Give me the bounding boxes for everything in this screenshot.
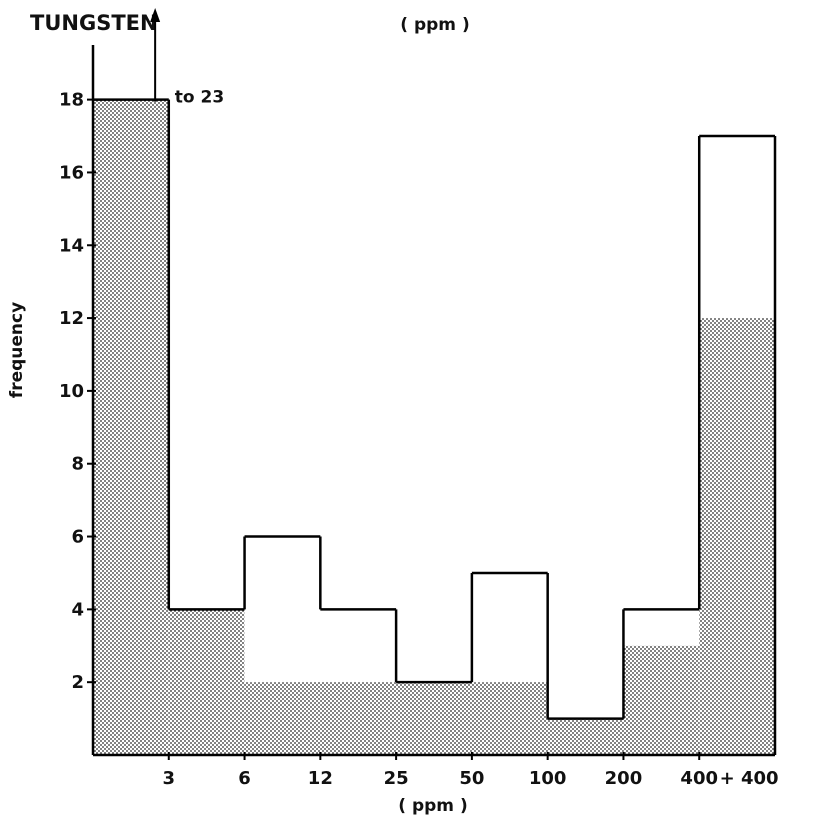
y-tick-label-2: 2: [71, 672, 84, 693]
bar-stippled-7: [623, 645, 700, 755]
x-axis-title: ( ppm ): [398, 796, 467, 816]
y-axis-ticks: 2 4 6 8 10 12 14 16 18: [59, 90, 96, 693]
x-tick-label-2: 12: [308, 768, 333, 789]
y-tick-label-10: 10: [59, 381, 84, 402]
y-tick-label-6: 6: [71, 527, 84, 548]
x-tick-label-6: 200: [605, 768, 643, 789]
x-tick-label-5: 100: [529, 768, 567, 789]
y-tick-label-18: 18: [59, 90, 84, 111]
x-tick-label-0: 3: [163, 768, 176, 789]
y-tick-label-14: 14: [59, 235, 84, 256]
bar-stippled-6: [547, 718, 624, 755]
x-axis-ticks: 3 6 12 25 50 100 200 400 + 400: [163, 752, 779, 789]
bar-stippled-1: [168, 609, 245, 755]
bar-stippled-3: [320, 682, 397, 755]
y-tick-label-8: 8: [71, 454, 84, 475]
annotations: to 23: [150, 8, 224, 108]
bar-stippled-2: [244, 682, 321, 755]
x-tick-label-3: 25: [384, 768, 409, 789]
annotation-arrowhead-0: [150, 8, 161, 22]
bar-stippled-8: [699, 318, 775, 755]
chart-title: TUNGSTEN: [30, 11, 158, 35]
x-tick-label-1: 6: [238, 768, 251, 789]
x-tick-label-8: + 400: [720, 768, 779, 789]
y-tick-label-12: 12: [59, 308, 84, 329]
stippled-bars: [93, 99, 775, 756]
bar-stippled-0: [93, 99, 169, 756]
x-tick-label-4: 50: [459, 768, 484, 789]
x-tick-label-7: 400: [680, 768, 718, 789]
y-tick-label-4: 4: [71, 599, 84, 620]
bar-stippled-5: [471, 682, 548, 755]
top-unit-label: ( ppm ): [400, 15, 469, 35]
open-bars: [93, 98, 777, 755]
bar-stippled-4: [396, 682, 472, 755]
annotation-label-0: to 23: [175, 88, 224, 108]
y-axis-title: frequency: [7, 302, 27, 398]
y-tick-label-16: 16: [59, 162, 84, 183]
